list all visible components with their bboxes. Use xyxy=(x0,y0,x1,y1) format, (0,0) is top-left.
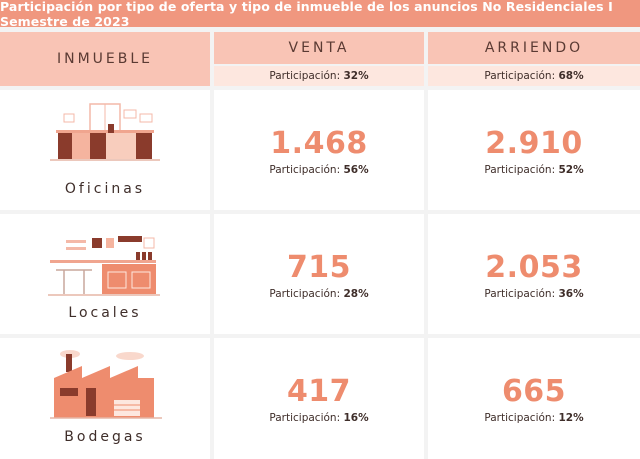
header-inmueble-label: INMUEBLE xyxy=(56,51,154,67)
participation-value: 36% xyxy=(558,288,584,300)
arriendo-participation: Participación: 36% xyxy=(428,288,640,300)
participation-value: 52% xyxy=(558,164,584,176)
row-bodegas-venta-cell: 417 Participación: 16% xyxy=(214,338,424,459)
header-venta-participation: Participación: 32% xyxy=(214,66,424,86)
participation-value: 56% xyxy=(343,164,369,176)
venta-participation: Participación: 28% xyxy=(214,288,424,300)
participation-value: 68% xyxy=(558,70,584,82)
participation-label: Participación: xyxy=(269,164,341,176)
venta-count: 1.468 xyxy=(270,126,368,161)
row-label: Locales xyxy=(68,305,142,321)
header-arriendo-participation: Participación: 68% xyxy=(428,66,640,86)
arriendo-participation: Participación: 12% xyxy=(428,412,640,424)
participation-label: Participación: xyxy=(484,164,556,176)
arriendo-count: 2.053 xyxy=(485,250,583,285)
venta-count: 715 xyxy=(286,250,352,285)
venta-count: 417 xyxy=(286,374,352,409)
venta-participation: Participación: 16% xyxy=(214,412,424,424)
participation-label: Participación: xyxy=(269,412,341,424)
arriendo-count: 2.910 xyxy=(485,126,583,161)
row-bodegas-label-cell: Bodegas xyxy=(0,338,210,459)
row-oficinas-label-cell: Oficinas xyxy=(0,90,210,210)
participation-label: Participación: xyxy=(484,412,556,424)
office-illustration-icon xyxy=(50,103,160,161)
warehouse-illustration-icon xyxy=(50,350,162,419)
page-title: Participación por tipo de oferta y tipo … xyxy=(0,0,640,29)
header-arriendo xyxy=(428,32,640,64)
participation-label: Participación: xyxy=(269,288,341,300)
header-venta xyxy=(214,32,424,64)
row-locales-label-cell: Locales xyxy=(0,214,210,334)
arriendo-participation: Participación: 52% xyxy=(428,164,640,176)
row-label: Oficinas xyxy=(64,181,146,197)
participation-label: Participación: xyxy=(484,70,556,82)
header-venta-label: VENTA xyxy=(288,40,350,56)
venta-participation: Participación: 56% xyxy=(214,164,424,176)
row-oficinas-arriendo-cell: 2.910 Participación: 52% xyxy=(428,90,640,210)
participation-value: 16% xyxy=(343,412,369,424)
participation-value: 12% xyxy=(558,412,584,424)
participation-value: 28% xyxy=(343,288,369,300)
row-locales-arriendo-cell: 2.053 Participación: 36% xyxy=(428,214,640,334)
row-bodegas-arriendo-cell: 665 Participación: 12% xyxy=(428,338,640,459)
participation-label: Participación: xyxy=(484,288,556,300)
arriendo-count: 665 xyxy=(501,374,567,409)
header-inmueble xyxy=(0,32,210,86)
row-label: Bodegas xyxy=(64,429,146,445)
store-illustration-icon xyxy=(48,236,160,296)
header-arriendo-label: ARRIENDO xyxy=(484,40,584,56)
row-locales-venta-cell: 715 Participación: 28% xyxy=(214,214,424,334)
participation-value: 32% xyxy=(343,70,369,82)
participation-label: Participación: xyxy=(269,70,341,82)
row-oficinas-venta-cell: 1.468 Participación: 56% xyxy=(214,90,424,210)
